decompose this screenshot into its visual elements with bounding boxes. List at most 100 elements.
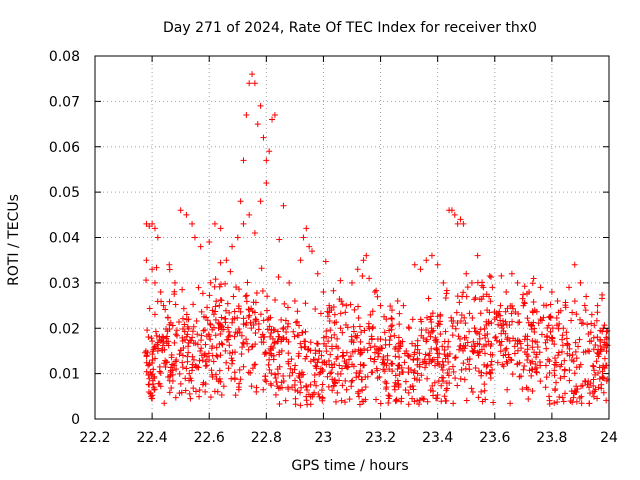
data-point bbox=[202, 388, 209, 395]
data-point bbox=[529, 280, 536, 287]
data-point bbox=[582, 307, 589, 314]
data-point bbox=[244, 279, 251, 286]
data-point bbox=[254, 121, 261, 128]
data-point bbox=[251, 229, 258, 236]
y-tick-label: 0.01 bbox=[49, 367, 80, 383]
data-point bbox=[537, 378, 544, 385]
grid-lines bbox=[95, 56, 609, 419]
data-point bbox=[564, 341, 571, 348]
data-point bbox=[486, 272, 493, 279]
data-point bbox=[564, 342, 571, 349]
data-point bbox=[275, 273, 282, 280]
data-point bbox=[466, 366, 473, 373]
data-point bbox=[309, 248, 316, 255]
data-point bbox=[419, 359, 426, 366]
data-point bbox=[422, 364, 429, 371]
data-point bbox=[448, 314, 455, 321]
data-point bbox=[236, 286, 243, 293]
data-point bbox=[524, 290, 531, 297]
data-point bbox=[285, 350, 292, 357]
data-point bbox=[236, 380, 243, 387]
data-point bbox=[376, 373, 383, 380]
data-point bbox=[207, 279, 214, 286]
data-point bbox=[391, 345, 398, 352]
data-point bbox=[319, 395, 326, 402]
data-point bbox=[188, 337, 195, 344]
data-point bbox=[208, 367, 215, 374]
data-point bbox=[301, 338, 308, 345]
data-point bbox=[566, 367, 573, 374]
data-point bbox=[566, 345, 573, 352]
data-point bbox=[309, 391, 316, 398]
data-point bbox=[597, 336, 604, 343]
data-point bbox=[452, 354, 459, 361]
data-point bbox=[521, 299, 528, 306]
data-point bbox=[223, 359, 230, 366]
data-point bbox=[191, 234, 198, 241]
data-point bbox=[232, 392, 239, 399]
data-point bbox=[173, 327, 180, 334]
data-point bbox=[243, 298, 250, 305]
data-point bbox=[266, 366, 273, 373]
data-point bbox=[399, 369, 406, 376]
data-point bbox=[149, 220, 156, 227]
data-point bbox=[522, 333, 529, 340]
data-point bbox=[462, 365, 469, 372]
data-point bbox=[179, 364, 186, 371]
data-point bbox=[414, 397, 421, 404]
data-point bbox=[326, 317, 333, 324]
data-point bbox=[489, 284, 496, 291]
data-point bbox=[306, 243, 313, 250]
data-point bbox=[271, 339, 278, 346]
data-point bbox=[185, 343, 192, 350]
data-point bbox=[525, 353, 532, 360]
data-point bbox=[534, 344, 541, 351]
data-point bbox=[246, 80, 253, 87]
data-point bbox=[599, 368, 606, 375]
data-point bbox=[427, 387, 434, 394]
data-point bbox=[552, 386, 559, 393]
data-point bbox=[179, 286, 186, 293]
data-point bbox=[292, 401, 299, 408]
data-point bbox=[519, 386, 526, 393]
data-point bbox=[603, 397, 610, 404]
data-point bbox=[377, 302, 384, 309]
data-point bbox=[448, 207, 455, 214]
data-point bbox=[521, 348, 528, 355]
data-point bbox=[364, 373, 371, 380]
data-point bbox=[268, 343, 275, 350]
data-point bbox=[185, 349, 192, 356]
data-point bbox=[266, 323, 273, 330]
data-point bbox=[525, 386, 532, 393]
data-point bbox=[546, 397, 553, 404]
data-point bbox=[549, 325, 556, 332]
data-point bbox=[470, 348, 477, 355]
data-point bbox=[423, 327, 430, 334]
data-point bbox=[475, 368, 482, 375]
data-point bbox=[253, 316, 260, 323]
data-point bbox=[169, 377, 176, 384]
data-point bbox=[211, 283, 218, 290]
data-point bbox=[460, 220, 467, 227]
data-point bbox=[492, 333, 499, 340]
data-point bbox=[274, 328, 281, 335]
data-point bbox=[310, 356, 317, 363]
data-point bbox=[190, 323, 197, 330]
data-point bbox=[187, 395, 194, 402]
data-point bbox=[569, 309, 576, 316]
data-point bbox=[147, 390, 154, 397]
data-point bbox=[327, 351, 334, 358]
data-point bbox=[561, 367, 568, 374]
data-point bbox=[260, 134, 267, 141]
data-point bbox=[231, 308, 238, 315]
data-point bbox=[586, 400, 593, 407]
data-point bbox=[504, 386, 511, 393]
data-point bbox=[497, 348, 504, 355]
data-point bbox=[334, 389, 341, 396]
data-point bbox=[409, 340, 416, 347]
data-point bbox=[177, 380, 184, 387]
data-point bbox=[330, 382, 337, 389]
data-point bbox=[563, 335, 570, 342]
data-point bbox=[558, 361, 565, 368]
data-point bbox=[216, 302, 223, 309]
